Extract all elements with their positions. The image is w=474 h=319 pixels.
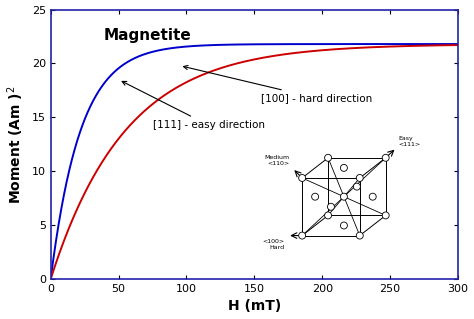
Text: [100] - hard direction: [100] - hard direction	[183, 65, 373, 103]
X-axis label: H (mT): H (mT)	[228, 300, 281, 314]
Y-axis label: Moment (Am )$^{2}$: Moment (Am )$^{2}$	[6, 85, 26, 204]
Text: [111] - easy direction: [111] - easy direction	[122, 81, 264, 130]
Text: Magnetite: Magnetite	[104, 28, 191, 43]
